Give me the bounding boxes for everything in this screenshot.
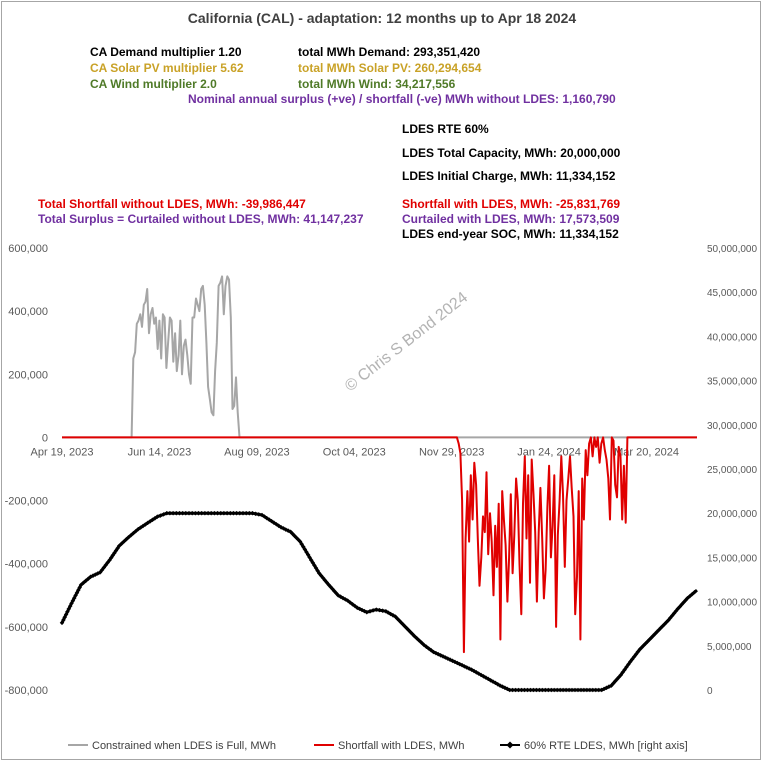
ldes-capacity: LDES Total Capacity, MWh: 20,000,000 [402,146,621,160]
ldes-marker [590,687,596,693]
y-left-tick-label: 600,000 [8,243,48,255]
ldes-marker [199,510,204,516]
ldes-marker [528,687,533,693]
ldes-marker [578,687,584,693]
ldes-initial-charge: LDES Initial Charge, MWh: 11,334,152 [402,169,616,183]
ldes-marker [522,687,527,693]
ldes-marker [626,662,631,667]
watermark: © Chris S Bond 2024 [342,289,471,395]
ldes-curtailed: Curtailed with LDES, MWh: 17,573,509 [402,212,620,226]
y-left-tick-label: -400,000 [5,559,48,571]
ldes-marker [575,687,581,693]
ldes-marker [212,510,217,516]
ldes-marker [569,687,575,693]
solar-multiplier: CA Solar PV multiplier 5.62 [90,61,244,75]
x-tick-label: Jan 24, 2024 [517,446,581,458]
ldes-marker [370,608,376,613]
y-left-tick-label: 200,000 [8,369,48,381]
ldes-marker [377,607,382,613]
y-right-tick-label: 5,000,000 [707,642,752,653]
ldes-marker [546,687,551,693]
ldes-marker [180,510,185,516]
y-left-tick-label: -200,000 [5,496,48,508]
ldes-marker [253,511,258,517]
ldes-marker [572,687,578,693]
ldes-end-soc: LDES end-year SOC, MWh: 11,334,152 [402,227,619,241]
ldes-marker [566,687,572,693]
ldes-marker [416,638,422,643]
surplus-without-ldes: Total Surplus = Curtailed without LDES, … [38,212,364,226]
plot-area: 600,000 400,000 200,000 0 -200,000 -400,000 -6… [5,243,758,697]
ldes-marker [221,510,227,516]
ldes-marker [516,687,521,693]
total-wind: total MWh Wind: 34,217,556 [298,77,456,91]
ldes-marker [243,510,249,516]
demand-multiplier: CA Demand multiplier 1.20 [90,45,242,59]
ldes-marker [560,687,566,693]
x-tick-label: Nov 29, 2023 [419,446,484,458]
y-right-tick-label: 30,000,000 [707,421,757,432]
wind-multiplier: CA Wind multiplier 2.0 [90,77,217,91]
x-tick-label: Jun 14, 2023 [128,446,192,458]
series-line-2 [60,511,698,692]
y-left-tick-label: 400,000 [8,306,48,318]
legend-label-2: 60% RTE LDES, MWh [right axis] [524,740,688,752]
ldes-marker [596,687,602,693]
ldes-marker [513,687,518,693]
y-right-tick-label: 10,000,000 [707,598,757,609]
ldes-marker [364,609,370,615]
x-tick-label: Oct 04, 2023 [323,446,386,458]
ldes-marker [507,687,512,693]
nominal-surplus: Nominal annual surplus (+ve) / shortfall… [188,92,616,106]
ldes-marker [540,687,545,693]
y-right-tick-label: 0 [707,686,713,697]
ldes-marker [208,510,214,516]
ldes-marker [380,608,385,613]
ldes-rte: LDES RTE 60% [402,122,489,136]
ldes-marker [231,510,236,516]
y-right-tick-label: 35,000,000 [707,377,757,388]
shortfall-without-ldes: Total Shortfall without LDES, MWh: -39,9… [38,197,306,211]
y-right-tick-label: 25,000,000 [707,465,757,476]
legend-label-0: Constrained when LDES is Full, MWh [92,740,276,752]
y-right-tick-label: 15,000,000 [707,553,757,564]
ldes-marker [549,687,554,693]
ldes-marker [256,512,262,517]
y-left-tick-label: -600,000 [5,622,48,634]
chart-title: California (CAL) - adaptation: 12 months… [187,10,577,26]
total-solar: total MWh Solar PV: 260,294,654 [298,61,482,75]
series-line-1 [62,436,697,654]
total-demand: total MWh Demand: 293,351,420 [298,45,481,59]
ldes-marker [202,510,208,516]
ldes-marker [167,510,173,516]
ldes-marker [525,687,530,693]
legend: Constrained when LDES is Full, MWh Shortf… [68,740,688,752]
y-right-tick-label: 45,000,000 [707,288,757,299]
y-right-tick-label: 40,000,000 [707,332,757,343]
legend-label-1: Shortfall with LDES, MWh [338,740,465,752]
ldes-marker [618,672,624,678]
ldes-marker [412,633,417,639]
ldes-marker [543,687,548,693]
y-left-tick-label: -800,000 [5,685,48,697]
x-tick-label: Mar 20, 2024 [614,446,679,458]
ldes-shortfall: Shortfall with LDES, MWh: -25,831,769 [402,197,621,211]
ldes-marker [593,687,599,693]
ldes-marker [692,589,697,595]
y-left-tick-label: 0 [42,432,48,444]
x-tick-label: Apr 19, 2023 [31,446,94,458]
y-right-tick-label: 20,000,000 [707,509,757,520]
ldes-marker [374,607,379,612]
ldes-marker [519,687,524,693]
ldes-marker [189,510,195,516]
ldes-marker [510,687,515,693]
y-right-tick-label: 50,000,000 [707,244,757,255]
legend-marker-2 [506,741,514,749]
series-line-0 [62,275,697,439]
ldes-marker [414,636,420,641]
x-tick-label: Aug 09, 2023 [224,446,289,458]
ldes-marker [563,687,569,693]
